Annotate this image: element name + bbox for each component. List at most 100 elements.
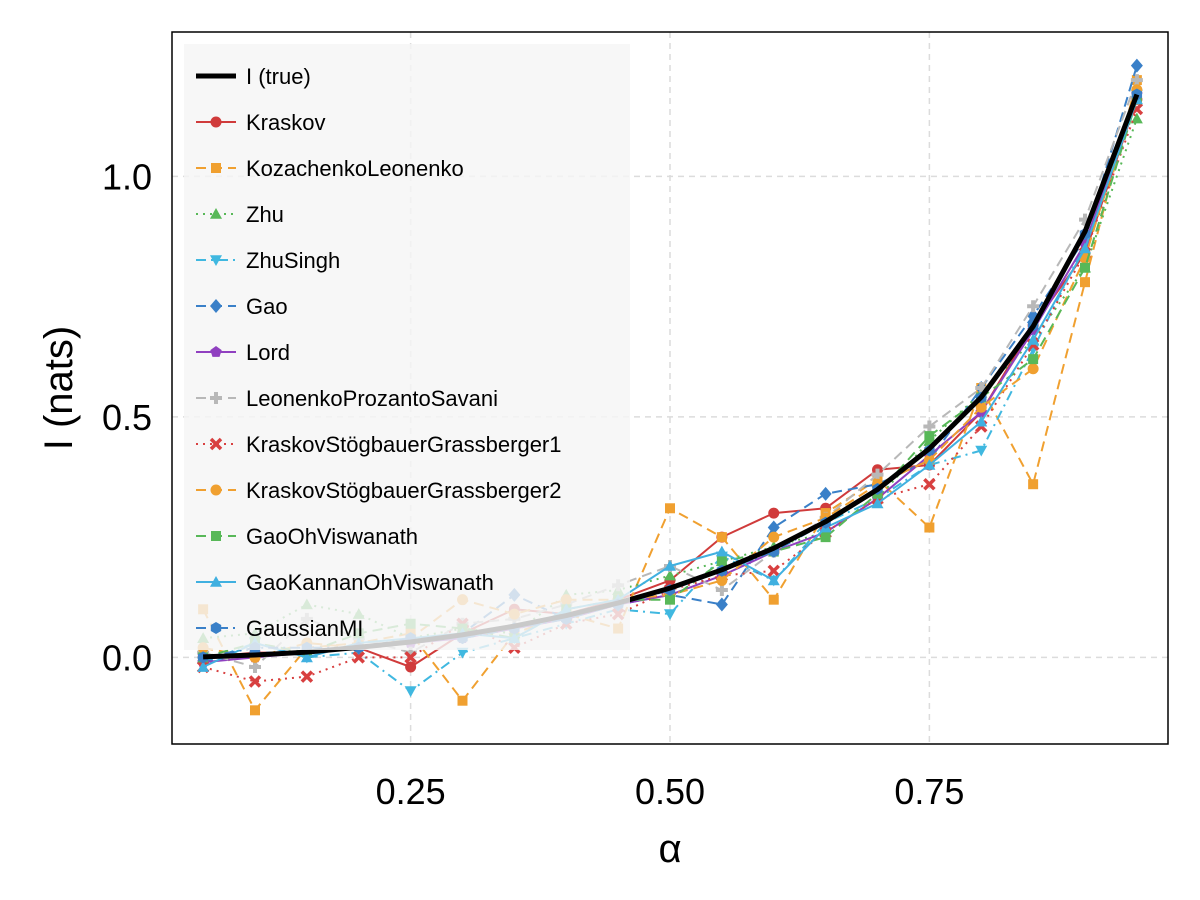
- legend-item: Lord: [196, 340, 290, 365]
- data-point: [1027, 333, 1040, 345]
- legend-marker: [210, 576, 222, 587]
- data-point: [716, 556, 727, 567]
- data-point: [819, 486, 832, 501]
- plot-frame: [171, 31, 1169, 745]
- y-tick-label: 0.5: [102, 397, 152, 438]
- legend-item: GaoOhViswanath: [196, 524, 418, 549]
- y-axis-label: I (nats): [37, 326, 81, 450]
- data-point: [1027, 300, 1040, 313]
- x-tick-label: 0.25: [376, 771, 446, 812]
- data-point: [975, 401, 987, 413]
- legend-marker: [211, 531, 221, 541]
- data-point: [404, 651, 417, 664]
- data-point: [405, 661, 417, 673]
- legend-marker: [210, 622, 222, 634]
- legend-label: GaussianMI: [246, 616, 363, 641]
- data-point: [1080, 262, 1090, 273]
- x-axis-label: α: [658, 827, 681, 871]
- legend-label: Zhu: [246, 202, 284, 227]
- legend-item: LeonenkoProzantoSavani: [196, 386, 498, 411]
- legend-item: GaussianMI: [196, 616, 363, 641]
- legend: I (true) Kraskov KozachenkoLeonenko Zhu ZhuS…: [184, 44, 630, 650]
- legend-label: GaoOhViswanath: [246, 524, 418, 549]
- legend-item: KraskovStögbauerGrassberger1: [196, 432, 562, 457]
- data-point: [924, 431, 935, 442]
- data-point: [456, 647, 469, 659]
- data-point: [665, 594, 675, 605]
- data-point: [820, 532, 831, 543]
- data-point-stroke: [767, 564, 780, 578]
- legend-marker: [210, 116, 222, 128]
- data-point: [249, 661, 261, 674]
- data-point-stroke: [404, 651, 417, 664]
- data-point: [716, 574, 728, 586]
- legend-marker: [209, 437, 223, 451]
- ticks: 0.25 0.50 0.75 0.0 0.5 1.0: [102, 156, 964, 812]
- legend-label: ZhuSingh: [246, 248, 340, 273]
- data-point: [767, 520, 780, 535]
- data-point: [1027, 363, 1039, 375]
- legend-marker: [210, 255, 222, 266]
- legend-label: GaoKannanOhViswanath: [246, 570, 494, 595]
- data-point: [1028, 479, 1039, 490]
- data-point: [1130, 58, 1143, 73]
- data-point: [1080, 277, 1090, 288]
- data-point: [768, 594, 779, 605]
- legend-label: Kraskov: [246, 110, 325, 135]
- y-tick-label: 0.0: [102, 637, 152, 678]
- legend-marker-stroke: [209, 437, 223, 451]
- data-point: [1079, 213, 1091, 226]
- data-point-stroke: [300, 670, 314, 683]
- data-point: [404, 686, 417, 698]
- data-point: [197, 661, 210, 672]
- data-point: [404, 646, 417, 659]
- legend-label: LeonenkoProzantoSavani: [246, 386, 498, 411]
- data-point: [768, 507, 780, 519]
- data-point: [923, 420, 936, 433]
- legend-item: I (true): [196, 64, 311, 89]
- legend-box: [184, 44, 630, 650]
- data-point: [871, 497, 884, 509]
- legend-label: KraskovStögbauerGrassberger2: [246, 478, 562, 503]
- data-point: [1130, 112, 1143, 124]
- data-point: [352, 651, 365, 664]
- data-point: [975, 445, 988, 457]
- data-point: [1028, 354, 1039, 365]
- legend-label: I (true): [246, 64, 311, 89]
- data-point: [975, 382, 988, 394]
- data-point-stroke: [1130, 102, 1144, 116]
- x-tick-label: 0.75: [894, 771, 964, 812]
- data-point: [664, 569, 676, 581]
- legend-marker: [210, 484, 222, 496]
- legend-item: ZhuSingh: [196, 248, 340, 273]
- legend-label: KozachenkoLeonenko: [246, 156, 464, 181]
- data-point: [665, 503, 675, 514]
- data-point: [1130, 74, 1143, 87]
- data-point: [975, 415, 988, 427]
- data-point: [300, 670, 314, 683]
- data-point-stroke: [352, 651, 365, 664]
- data-point: [768, 531, 780, 543]
- data-point: [300, 651, 313, 663]
- legend-marker: [210, 346, 222, 357]
- data-point: [1079, 242, 1091, 254]
- data-point-stroke: [248, 675, 262, 688]
- data-point-stroke: [923, 477, 936, 491]
- data-point: [923, 477, 936, 491]
- legend-marker: [210, 299, 222, 313]
- legend-item: Zhu: [196, 202, 284, 227]
- data-point: [767, 574, 780, 586]
- legend-marker: [211, 163, 221, 173]
- data-point: [248, 675, 262, 688]
- data-point: [664, 560, 676, 571]
- legend-item: Kraskov: [196, 110, 325, 135]
- y-tick-label: 1.0: [102, 156, 152, 197]
- x-tick-label: 0.50: [635, 771, 705, 812]
- legend-label: KraskovStögbauerGrassberger1: [246, 432, 562, 457]
- legend-label: Gao: [246, 294, 288, 319]
- data-point: [871, 468, 884, 481]
- legend-marker: [210, 392, 222, 404]
- legend-label: Lord: [246, 340, 290, 365]
- data-point: [716, 532, 727, 543]
- legend-item: KraskovStögbauerGrassberger2: [196, 478, 562, 503]
